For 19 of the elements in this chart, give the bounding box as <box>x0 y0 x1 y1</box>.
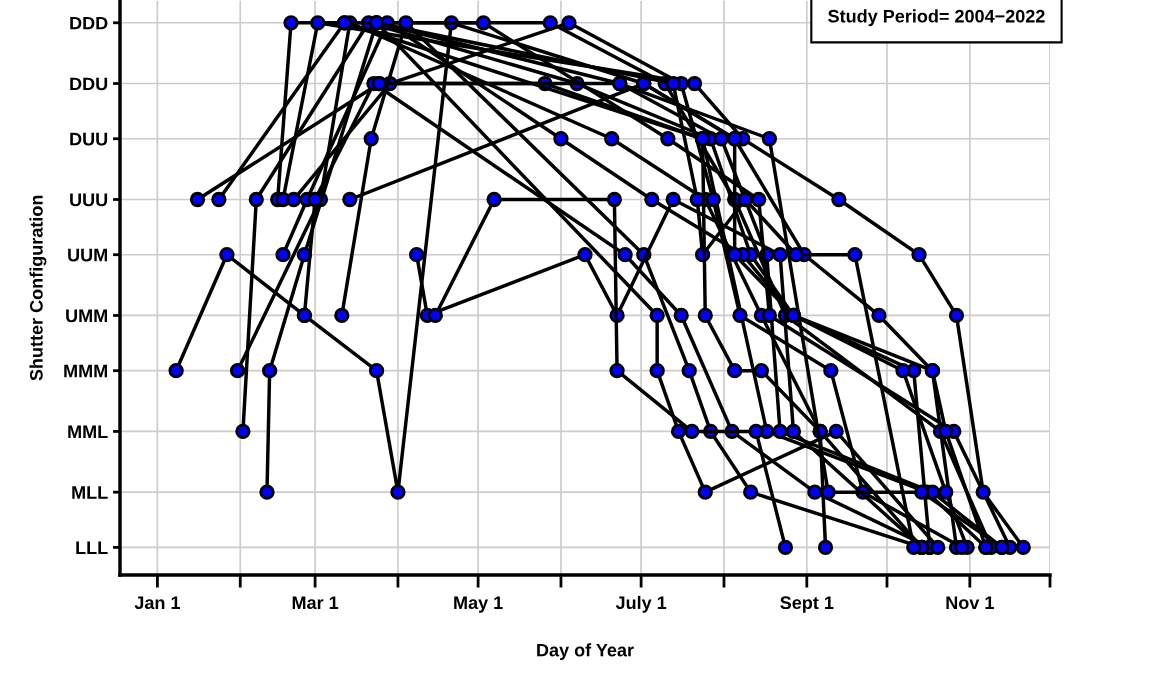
category-label: UUU <box>70 193 108 207</box>
x-tick-label: Mar 1 <box>292 596 339 610</box>
category-label: MMM <box>64 364 107 378</box>
x-tick-label: May 1 <box>454 596 503 613</box>
annotation: Study Period= 2004−2022 <box>828 9 1045 27</box>
x-tick-label: Jan 1 <box>134 596 180 610</box>
category-label: MML <box>68 425 108 438</box>
category-label: DDU <box>70 77 108 91</box>
category-label: MLL <box>72 486 108 499</box>
category-label: LLL <box>76 541 108 554</box>
x-tick-label: Sept 1 <box>780 596 834 613</box>
category-label: DUU <box>70 132 108 146</box>
category-label: UUM <box>68 248 107 262</box>
x-tick-label: Nov 1 <box>946 596 994 610</box>
category-label: DDD <box>70 16 108 30</box>
category-label: UMM <box>66 309 107 323</box>
x-axis-title: Day of Year <box>537 643 634 661</box>
y-axis-title: Shutter Configuration <box>29 195 47 381</box>
x-tick-label: July 1 <box>615 595 667 613</box>
